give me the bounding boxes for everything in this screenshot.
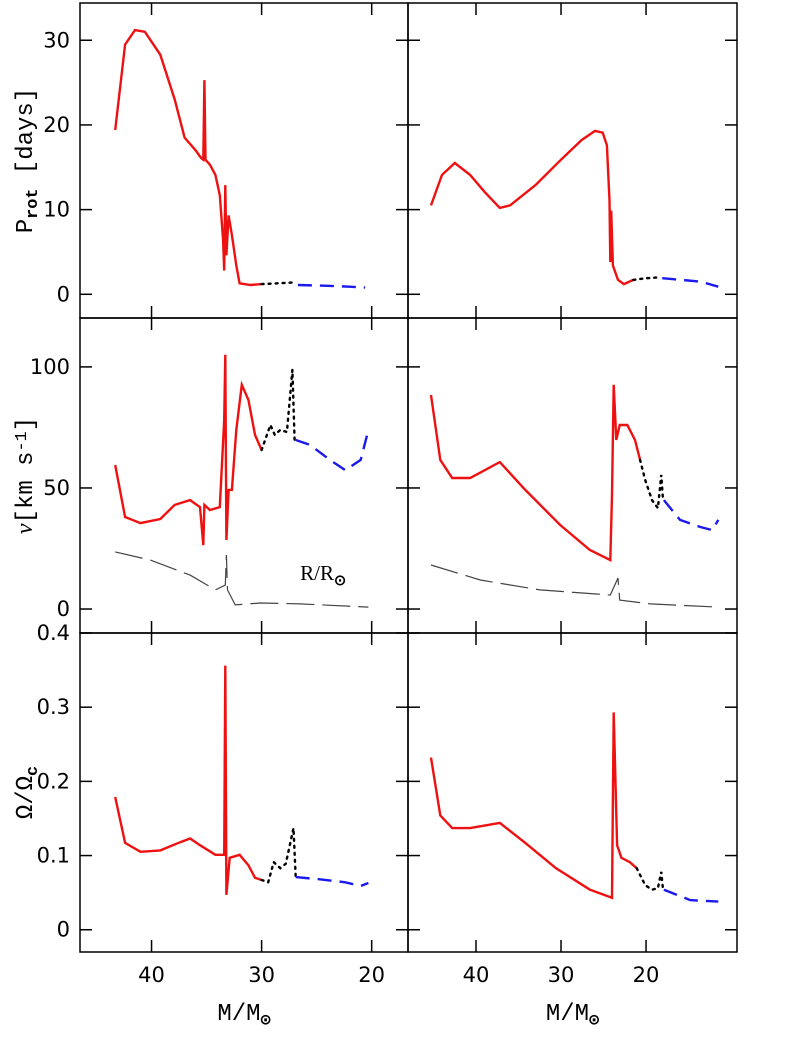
data-line <box>429 129 634 286</box>
data-line <box>635 867 665 891</box>
y-tick-label: 0 <box>57 282 70 306</box>
x-tick-label: 40 <box>138 963 165 987</box>
data-line <box>429 712 638 900</box>
data-line <box>260 281 296 286</box>
data-line <box>297 283 366 289</box>
y-axis-label: Ω/Ωc <box>13 766 43 819</box>
y-tick-label: 100 <box>30 355 70 379</box>
data-line <box>430 564 719 608</box>
data-line <box>115 551 369 608</box>
label-part: ⊙ <box>261 1012 271 1031</box>
label-part: ⊙ <box>334 572 346 588</box>
panel-frame <box>407 632 738 953</box>
label-part: ] <box>13 417 40 431</box>
data-line <box>114 665 262 896</box>
label-part: R/R <box>300 561 334 585</box>
annotation: R/R⊙ <box>300 561 346 589</box>
y-tick-label: 0 <box>57 918 70 942</box>
label-part: [days] <box>13 88 40 189</box>
data-line <box>632 276 661 282</box>
y-tick-label: 0.3 <box>37 695 70 719</box>
label-part: v <box>12 523 38 534</box>
label-part: c <box>24 766 43 776</box>
y-axis-label: v[km s-1] <box>12 417 40 534</box>
data-line <box>295 429 370 472</box>
panel-frame <box>79 317 409 634</box>
y-tick-label: 0.4 <box>37 621 70 645</box>
data-line <box>429 384 642 563</box>
x-tick-label: 30 <box>248 963 275 987</box>
data-line <box>662 499 720 532</box>
label-part: ⊙ <box>589 1012 599 1031</box>
panel-frame <box>407 2 738 319</box>
x-tick-label: 40 <box>463 963 490 987</box>
y-tick-label: 20 <box>43 113 70 137</box>
panel-frame <box>79 632 409 953</box>
x-axis-label: M/M⊙ <box>546 1001 599 1031</box>
label-part: [km s <box>13 451 40 523</box>
label-part: rot <box>24 189 43 219</box>
data-line <box>638 458 665 512</box>
panel-frame <box>79 2 409 319</box>
data-line <box>260 369 296 452</box>
y-tick-label: 0.1 <box>37 844 70 868</box>
x-tick-label: 20 <box>633 963 660 987</box>
data-line <box>662 277 719 288</box>
y-tick-label: 10 <box>43 198 70 222</box>
y-axis-label: Prot [days] <box>13 88 43 233</box>
label-part: M/M <box>546 1001 589 1028</box>
data-line <box>663 888 719 903</box>
data-line <box>114 354 263 546</box>
y-tick-label: 0.2 <box>37 769 70 793</box>
x-axis-label: M/M⊙ <box>217 1001 270 1031</box>
x-tick-label: 20 <box>358 963 385 987</box>
data-line <box>295 875 369 888</box>
y-tick-label: 0 <box>57 597 70 621</box>
label-part: -1 <box>13 431 32 451</box>
data-line <box>114 28 262 287</box>
panel-frame <box>407 317 738 634</box>
y-tick-label: 50 <box>43 476 70 500</box>
y-tick-label: 30 <box>43 28 70 52</box>
label-part: M/M <box>217 1001 260 1028</box>
data-line <box>260 827 297 884</box>
label-part: Ω/Ω <box>13 776 40 819</box>
label-part: P <box>13 219 40 233</box>
x-tick-label: 30 <box>548 963 575 987</box>
